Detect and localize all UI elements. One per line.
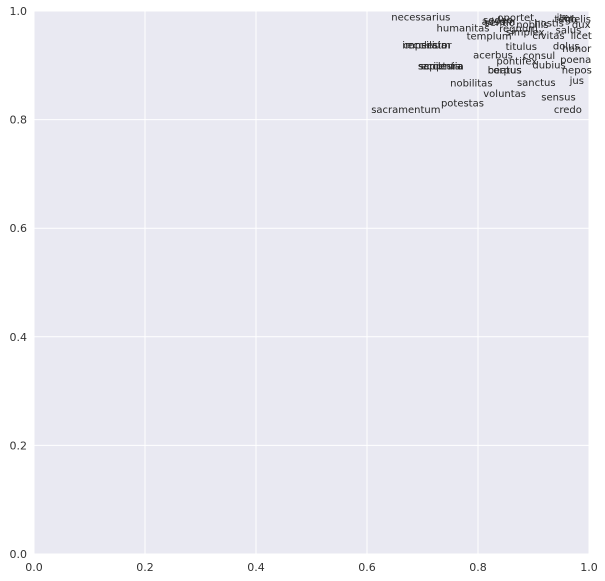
word-label: consilium — [403, 41, 451, 52]
word-label: fidelis — [561, 15, 591, 26]
word-label: nepos — [562, 66, 592, 77]
x-tick-label: 0.8 — [469, 561, 487, 574]
plot-area — [34, 11, 589, 554]
word-label: scriptura — [419, 61, 463, 72]
word-label: titulus — [506, 42, 537, 53]
x-tick-label: 1.0 — [580, 561, 598, 574]
x-tick-label: 0.6 — [358, 561, 376, 574]
word-label: potestas — [441, 98, 484, 109]
word-label: licet — [571, 31, 592, 42]
word-label: simplex — [506, 28, 545, 39]
y-axis: 0.0 0.2 0.4 0.6 0.8 1.0 — [10, 5, 28, 561]
y-tick-label: 0.6 — [10, 222, 28, 235]
word-label: iter — [557, 13, 575, 24]
word-label: pontifex — [496, 56, 537, 67]
word-label: nobilis — [516, 20, 548, 31]
x-gridlines — [33, 11, 590, 554]
x-axis: 0.0 0.2 0.4 0.6 0.8 1.0 — [25, 561, 598, 574]
word-label: dux — [572, 20, 591, 31]
word-label: poena — [560, 55, 591, 66]
word-label: sacramentum — [371, 105, 440, 116]
y-tick-label: 0.0 — [10, 548, 28, 561]
word-label: imperator — [402, 41, 452, 52]
word-label: beatus — [488, 66, 522, 77]
word-label: adsum — [482, 17, 516, 28]
y-tick-label: 0.2 — [10, 439, 28, 452]
word-label: ecclesia — [407, 41, 447, 52]
word-label: dolus — [553, 41, 580, 52]
word-label: hostis — [534, 18, 564, 29]
word-label: sedeo — [483, 16, 513, 27]
word-label: humanitas — [437, 23, 490, 34]
word-label: civitas — [532, 31, 564, 42]
word-label: consul — [523, 51, 555, 62]
word-label: tego — [554, 15, 577, 26]
word-label: honor — [562, 44, 592, 55]
word-label: acerbus — [473, 50, 513, 61]
word-label: sapientia — [418, 61, 464, 72]
word-label: sanctus — [517, 78, 556, 89]
y-tick-label: 0.4 — [10, 331, 28, 344]
x-tick-label: 0.2 — [136, 561, 154, 574]
word-label: jus — [569, 76, 584, 87]
word-label: oportet — [497, 13, 534, 24]
word-label: necessarius — [391, 12, 450, 23]
y-gridlines — [34, 10, 589, 555]
word-label: sentio — [484, 18, 515, 29]
word-label: ecclesia — [421, 61, 461, 72]
word-label: templum — [467, 31, 512, 42]
word-label: sensus — [541, 92, 575, 103]
x-tick-label: 0.4 — [247, 561, 265, 574]
x-tick-label: 0.0 — [25, 561, 43, 574]
y-tick-label: 0.8 — [10, 114, 28, 127]
word-label: nobilitas — [450, 79, 492, 90]
word-labels: necessarius oportet iterfidelissedeoadsums… — [371, 12, 592, 115]
y-tick-label: 1.0 — [10, 5, 28, 18]
word-label: voluntas — [483, 89, 526, 100]
word-label: credo — [554, 105, 582, 116]
word-label: corpus — [488, 66, 522, 77]
word-label: salus — [556, 26, 582, 37]
word-label: dubius — [532, 60, 565, 71]
word-label: regnum — [499, 24, 538, 35]
